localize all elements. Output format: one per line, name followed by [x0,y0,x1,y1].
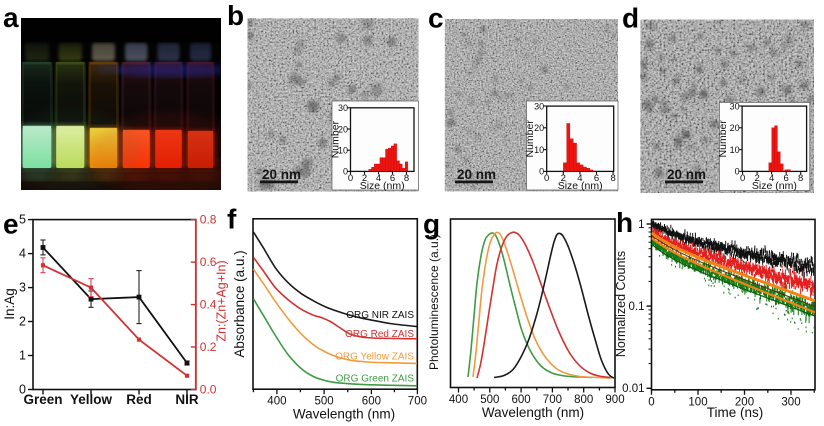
svg-text:Green: Green [23,392,62,407]
svg-text:30: 30 [730,101,740,111]
svg-text:20 nm: 20 nm [457,167,496,182]
svg-text:200: 200 [735,396,754,408]
svg-text:b: b [227,0,244,31]
svg-text:Size (nm): Size (nm) [752,180,797,192]
svg-text:0: 0 [648,396,654,408]
svg-text:e: e [3,209,19,240]
svg-text:4: 4 [577,173,582,184]
svg-text:c: c [428,3,444,34]
svg-text:100: 100 [688,396,707,408]
svg-text:Wavelength (nm): Wavelength (nm) [293,407,395,422]
svg-text:Size (nm): Size (nm) [558,180,603,192]
svg-text:300: 300 [781,396,800,408]
svg-text:0.6: 0.6 [200,255,217,269]
svg-text:Time (ns): Time (ns) [707,405,764,420]
svg-text:20: 20 [534,123,544,133]
svg-text:In:Ag: In:Ag [2,288,17,320]
svg-text:700: 700 [408,396,427,408]
svg-text:Absorbance (a.u.): Absorbance (a.u.) [232,250,247,357]
svg-text:10: 10 [534,145,544,155]
svg-text:ORG NIR ZAIS: ORG NIR ZAIS [346,310,414,321]
svg-text:5: 5 [19,213,26,227]
svg-text:0: 0 [735,167,740,177]
svg-text:f: f [227,204,237,235]
svg-text:d: d [622,3,639,34]
svg-text:6: 6 [594,173,599,184]
svg-text:400: 400 [267,396,286,408]
svg-text:NIR: NIR [175,392,199,407]
svg-text:8: 8 [610,173,615,184]
svg-text:10: 10 [338,146,348,156]
svg-text:0: 0 [19,383,26,397]
svg-text:ORG Yellow ZAIS: ORG Yellow ZAIS [335,352,414,363]
svg-text:2: 2 [362,173,367,184]
svg-text:8: 8 [404,173,409,184]
svg-text:Number: Number [717,120,729,158]
svg-text:1: 1 [638,219,644,231]
svg-text:4: 4 [376,173,381,184]
svg-text:800: 800 [574,394,593,406]
svg-text:Number: Number [330,120,342,158]
svg-text:6: 6 [390,173,395,184]
svg-text:h: h [616,207,633,238]
svg-text:2: 2 [754,173,759,184]
svg-text:g: g [423,209,440,240]
svg-text:0.8: 0.8 [200,213,217,227]
svg-text:30: 30 [338,103,348,113]
svg-text:Yellow: Yellow [70,392,113,407]
svg-text:600: 600 [512,394,531,406]
svg-text:Red: Red [126,392,152,407]
svg-text:Size (nm): Size (nm) [360,180,405,192]
svg-text:2: 2 [19,315,26,329]
svg-text:Number: Number [524,120,536,158]
svg-text:700: 700 [543,394,562,406]
svg-text:0.1: 0.1 [629,301,645,313]
svg-text:0: 0 [544,173,549,184]
svg-text:6: 6 [784,173,789,184]
svg-text:0: 0 [539,167,544,177]
svg-text:0.4: 0.4 [200,298,217,312]
svg-text:2: 2 [561,173,566,184]
svg-text:20: 20 [730,123,740,133]
svg-text:0: 0 [348,173,353,184]
svg-text:1: 1 [19,349,26,363]
svg-text:600: 600 [362,396,381,408]
svg-text:ORG Green ZAIS: ORG Green ZAIS [336,374,415,385]
svg-text:Photoluminescence (a.u.): Photoluminescence (a.u.) [427,234,441,370]
svg-text:30: 30 [534,101,544,111]
svg-text:a: a [3,2,19,33]
svg-text:Normalized Counts: Normalized Counts [614,251,628,357]
svg-text:Wavelength (nm): Wavelength (nm) [482,405,584,420]
svg-text:0: 0 [343,167,348,177]
svg-text:20: 20 [338,124,348,134]
svg-text:20 nm: 20 nm [262,167,301,182]
svg-text:4: 4 [769,173,774,184]
svg-text:4: 4 [19,247,26,261]
svg-text:400: 400 [449,394,468,406]
svg-text:ORG Red ZAIS: ORG Red ZAIS [345,329,414,340]
svg-text:0.01: 0.01 [622,383,644,395]
svg-text:500: 500 [315,396,334,408]
svg-text:0.0: 0.0 [200,383,217,397]
svg-text:Zn:(Zn+Ag+In): Zn:(Zn+Ag+In) [215,260,229,341]
svg-text:500: 500 [480,394,499,406]
svg-text:900: 900 [605,394,624,406]
svg-text:3: 3 [19,281,26,295]
svg-text:0.2: 0.2 [200,340,217,354]
svg-text:10: 10 [730,145,740,155]
svg-text:8: 8 [798,173,803,184]
svg-text:20 nm: 20 nm [667,167,706,182]
svg-text:0: 0 [740,173,745,184]
